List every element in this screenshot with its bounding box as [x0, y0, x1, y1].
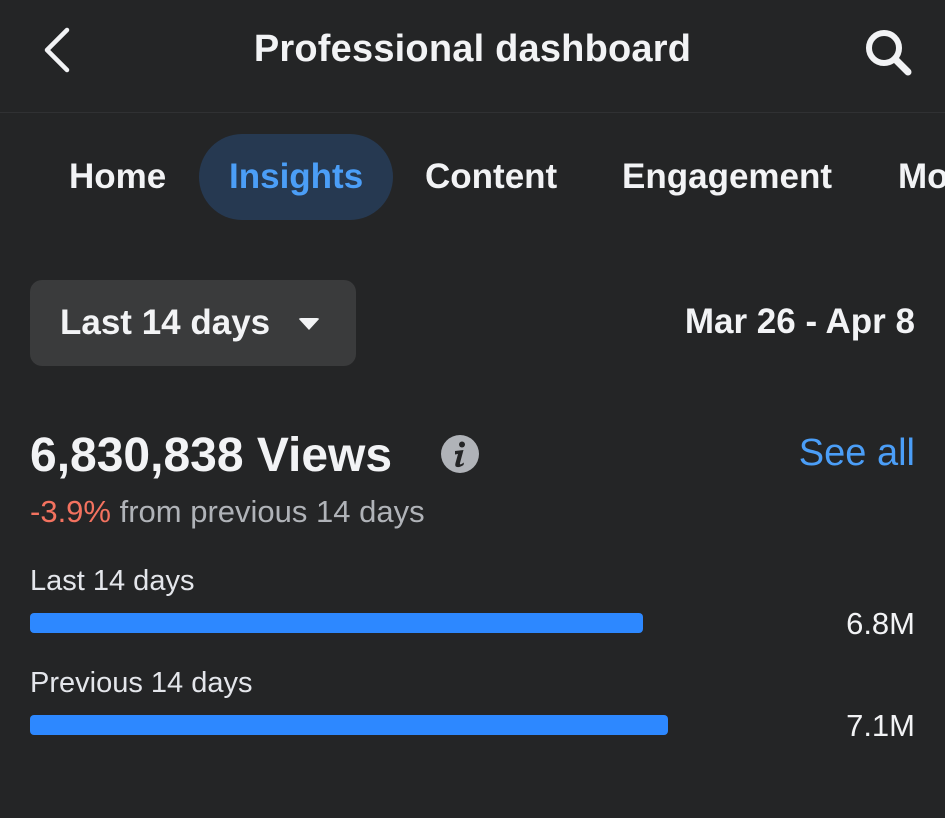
info-icon[interactable]	[440, 434, 480, 474]
period-dropdown-label: Last 14 days	[60, 303, 271, 342]
caret-down-icon	[298, 318, 320, 330]
tab-home[interactable]: Home	[69, 157, 167, 196]
search-icon	[866, 30, 912, 76]
comparison-bar-previous	[30, 715, 790, 735]
change-percentage: -3.9%	[30, 494, 111, 529]
back-button[interactable]	[30, 22, 86, 78]
tab-content[interactable]: Content	[425, 157, 558, 196]
header-bar: Professional dashboard	[0, 0, 945, 113]
comparison-bar-fill-current	[30, 613, 643, 633]
search-button[interactable]	[858, 22, 918, 82]
date-range: Mar 26 - Apr 8	[684, 302, 915, 341]
comparison-label-current: Last 14 days	[30, 565, 195, 597]
see-all-link[interactable]: See all	[798, 432, 915, 474]
comparison-value-current: 6.8M	[846, 606, 915, 641]
comparison-bar-current	[30, 613, 790, 633]
tab-more[interactable]: Mo	[898, 157, 945, 196]
comparison-bar-fill-previous	[30, 715, 668, 735]
views-change: -3.9% from previous 14 days	[30, 494, 425, 530]
comparison-value-previous: 7.1M	[846, 708, 915, 743]
page-title: Professional dashboard	[253, 28, 692, 70]
chevron-left-icon	[44, 27, 70, 73]
tab-insights[interactable]: Insights	[199, 134, 394, 220]
period-dropdown[interactable]: Last 14 days	[30, 280, 356, 366]
tab-bar: Home Insights Content Engagement Mo	[0, 134, 945, 222]
tab-engagement[interactable]: Engagement	[622, 157, 833, 196]
views-total: 6,830,838 Views	[30, 429, 393, 482]
change-description: from previous 14 days	[119, 494, 425, 529]
comparison-label-previous: Previous 14 days	[30, 667, 253, 699]
